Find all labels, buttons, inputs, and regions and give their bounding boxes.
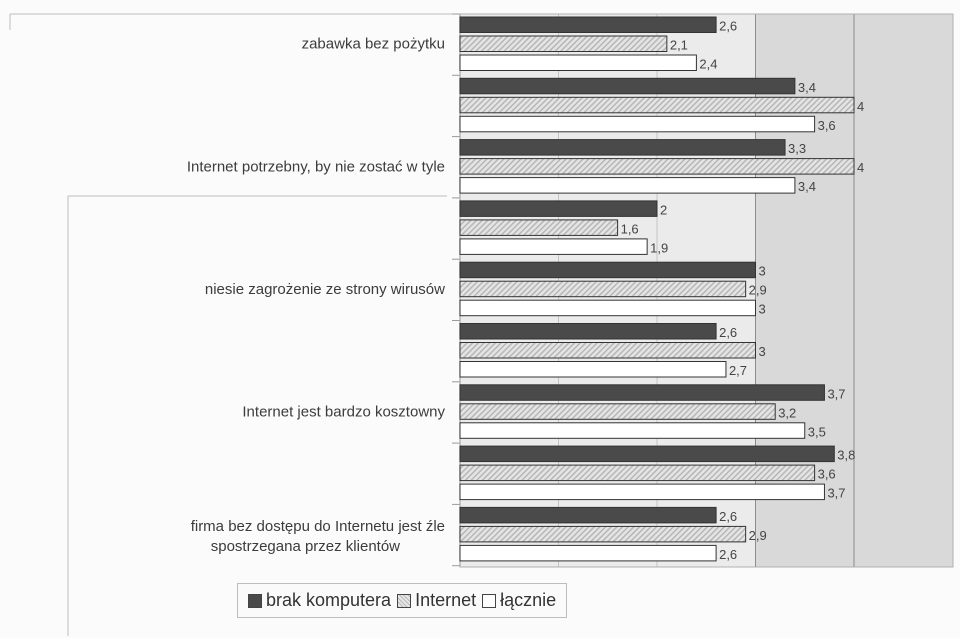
data-label: 2,4 [699, 57, 717, 72]
category-label: Internet jest bardzo kosztowny [242, 403, 445, 420]
data-label: 3,6 [818, 118, 836, 133]
category-label: zabawka bez pożytku [302, 36, 445, 53]
legend-label-brak-komputera: brak komputera [266, 590, 392, 610]
bar-brak-komputera [459, 323, 717, 340]
legend-item-brak-komputera: brak komputera [248, 590, 391, 611]
data-label: 2,6 [719, 325, 737, 340]
bar-brak-komputera [459, 506, 717, 524]
data-label: 3,5 [808, 424, 826, 439]
data-label: 3 [759, 344, 766, 359]
legend-swatch-internet [397, 593, 412, 608]
legend-item-internet: Internet [397, 590, 476, 611]
data-label: 3,2 [778, 405, 796, 420]
bar-brak-komputera [459, 77, 796, 95]
data-label: 2 [660, 202, 667, 217]
data-label: 3,7 [827, 386, 845, 401]
bar-internet [459, 96, 855, 114]
data-label: 2,7 [729, 363, 747, 378]
data-label: 2,9 [749, 283, 767, 298]
data-label: 3 [759, 302, 766, 317]
data-label: 2,6 [719, 547, 737, 562]
data-label: 2,6 [719, 509, 737, 524]
data-label: 3,6 [818, 467, 836, 482]
data-label: 3,3 [788, 141, 806, 156]
bar-internet [459, 342, 756, 359]
data-label: 3,4 [798, 80, 816, 95]
bar-lacznie [459, 422, 806, 439]
bar-lacznie [459, 361, 727, 378]
bar-internet [459, 219, 619, 236]
data-label: 1,9 [650, 240, 668, 255]
bar-internet [459, 158, 855, 175]
bar-internet [459, 403, 776, 420]
data-label: 3,7 [827, 486, 845, 501]
bar-lacznie [459, 299, 756, 317]
bar-lacznie [459, 544, 717, 562]
data-label: 2,6 [719, 19, 737, 34]
bar-lacznie [459, 177, 796, 194]
legend-item-lacznie: łącznie [482, 590, 556, 611]
bar-lacznie [459, 238, 648, 255]
legend-swatch-brak-komputera [248, 593, 262, 608]
legend: brak komputera Internet łącznie [237, 583, 568, 618]
category-label: firma bez dostępu do Internetu jest źle [191, 518, 445, 535]
bar-brak-komputera [459, 200, 658, 217]
data-label: 1,6 [621, 221, 639, 236]
bar-lacznie [459, 483, 825, 501]
legend-label-internet: Internet [415, 590, 477, 610]
bar-lacznie [459, 115, 816, 133]
bar-brak-komputera [459, 261, 756, 279]
category-label: Internet potrzebny, by nie zostać w tyle [187, 158, 445, 175]
legend-swatch-lacznie [482, 593, 497, 608]
category-label: spostrzegana przez klientów [211, 538, 400, 555]
bar-internet [459, 464, 816, 482]
bar-brak-komputera [459, 445, 835, 463]
bar-internet [459, 35, 668, 52]
bar-lacznie [459, 54, 697, 71]
data-label: 3,8 [837, 448, 855, 463]
bar-internet [459, 525, 747, 543]
bar-brak-komputera [459, 384, 825, 401]
data-label: 3 [759, 264, 766, 279]
bar-brak-komputera [459, 16, 717, 33]
bar-internet [459, 280, 747, 298]
data-label: 2,9 [749, 528, 767, 543]
legend-label-lacznie: łącznie [500, 590, 557, 610]
data-label: 4 [857, 160, 864, 175]
bar-brak-komputera [459, 139, 786, 156]
data-label: 4 [857, 99, 864, 114]
data-label: 2,1 [670, 38, 688, 53]
data-label: 3,4 [798, 179, 816, 194]
category-label: niesie zagrożenie ze strony wirusów [205, 281, 445, 298]
